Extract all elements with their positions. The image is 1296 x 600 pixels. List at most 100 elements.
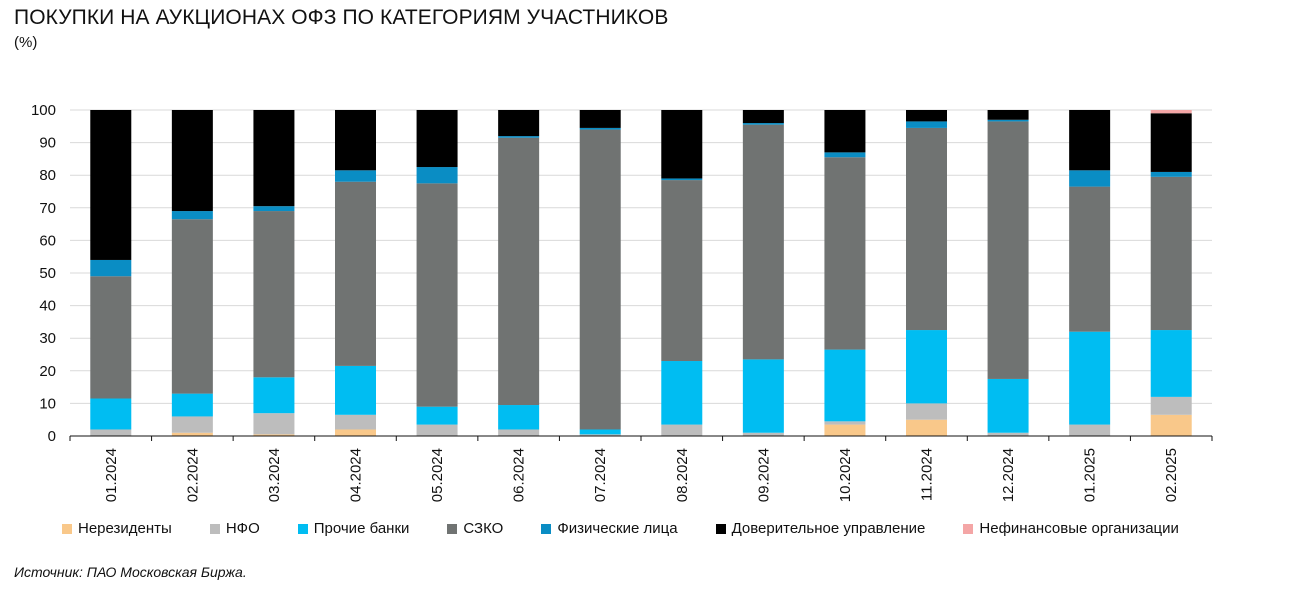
bar-segment	[1150, 110, 1192, 114]
legend-swatch	[209, 523, 220, 534]
bar-segment	[253, 413, 295, 435]
bar-segment	[742, 110, 784, 124]
bar-segment	[416, 167, 458, 184]
bar-segment	[824, 349, 866, 422]
bar-segment	[906, 419, 947, 436]
bar-segment	[90, 259, 132, 277]
bar-segment	[335, 181, 376, 366]
bar-segment	[498, 136, 540, 138]
legend-item: Прочие банки	[297, 520, 410, 537]
bar-segment	[906, 127, 947, 331]
bar-segment	[253, 434, 295, 436]
bar-segment	[661, 361, 703, 425]
bar-segment	[335, 429, 376, 436]
y-tick-label: 100	[31, 102, 56, 119]
bar-segment	[742, 124, 784, 360]
bar-segment	[90, 276, 132, 399]
bar-segment	[335, 414, 376, 430]
bar-segment	[171, 211, 213, 220]
bar-segment	[90, 110, 132, 260]
x-tick-label: 01.2024	[103, 448, 120, 502]
bar-segment	[1150, 113, 1192, 172]
bar-segment	[824, 424, 866, 436]
bar-segment	[171, 432, 213, 436]
x-tick-label: 01.2025	[1082, 448, 1099, 502]
bar-segment	[906, 110, 947, 122]
bar-segment	[335, 170, 376, 182]
x-tick-label: 10.2024	[837, 448, 854, 502]
y-tick-label: 50	[39, 265, 56, 282]
bar-segment	[579, 129, 621, 430]
bar-segment	[1069, 110, 1111, 171]
x-tick-label: 07.2024	[592, 448, 609, 502]
bar-segment	[742, 359, 784, 433]
bar-segment	[498, 429, 540, 436]
legend-swatch	[541, 523, 552, 534]
bar-segment	[824, 157, 866, 350]
legend-item: Нефинансовые организации	[963, 520, 1179, 537]
bar-segment	[579, 110, 621, 128]
x-tick-label: 11.2024	[919, 448, 936, 501]
legend-item: Доверительное управление	[715, 520, 925, 537]
bar-segment	[335, 365, 376, 415]
y-tick-label: 80	[39, 167, 56, 184]
bar-segment	[987, 119, 1029, 122]
bar-segment	[906, 403, 947, 420]
bar-segment	[416, 406, 458, 425]
bar-segment	[661, 178, 703, 181]
bar-segment	[90, 429, 132, 436]
y-tick-label: 90	[39, 135, 56, 152]
x-tick-label: 08.2024	[674, 448, 691, 502]
bar-segment	[498, 110, 540, 137]
legend-label: Прочие банки	[313, 520, 410, 537]
legend-swatch	[715, 523, 726, 534]
bar-segment	[171, 416, 213, 433]
chart-unit-label: (%)	[14, 34, 38, 51]
y-tick-label: 30	[39, 330, 56, 347]
x-tick-label: 09.2024	[755, 448, 772, 502]
bar-segment	[1069, 424, 1111, 436]
bar-segment	[498, 137, 540, 406]
bar-segment	[824, 110, 866, 153]
bar-segment	[253, 206, 295, 212]
bar-segment	[253, 110, 295, 207]
bar-segment	[906, 121, 947, 128]
legend-label: СЗКО	[463, 520, 504, 537]
bar-segment	[661, 180, 703, 362]
legend-label: Нефинансовые организации	[979, 520, 1179, 537]
bar-segment	[1069, 170, 1111, 187]
chart-legend: Нерезиденты НФО Прочие банки СЗКО Физические…	[62, 520, 1217, 537]
bar-segment	[90, 398, 132, 430]
bar-segment	[416, 110, 458, 168]
legend-swatch	[62, 523, 72, 534]
y-tick-label: 10	[39, 395, 56, 412]
bar-segment	[579, 434, 621, 436]
bar-segment	[579, 429, 621, 435]
bar-segment	[1150, 171, 1192, 177]
bar-segment	[987, 432, 1029, 436]
bar-segment	[661, 424, 703, 436]
y-tick-label: 0	[48, 428, 56, 445]
bar-segment	[742, 123, 784, 125]
legend-swatch	[297, 523, 308, 534]
bar-segment	[171, 110, 213, 212]
bar-segment	[824, 152, 866, 158]
bar-segment	[1150, 176, 1192, 331]
bar-segment	[1150, 396, 1192, 415]
x-tick-label: 02.2025	[1163, 448, 1180, 502]
bar-segment	[1150, 330, 1192, 397]
bar-segment	[824, 421, 866, 425]
y-tick-label: 20	[39, 363, 56, 380]
bar-segment	[416, 424, 458, 436]
bar-segment	[1150, 414, 1192, 436]
bar-segment	[171, 219, 213, 394]
bar-segment	[906, 330, 947, 404]
bar-segment	[579, 127, 621, 130]
legend-item: Физические лица	[541, 520, 678, 537]
x-tick-label: 03.2024	[266, 448, 283, 502]
legend-swatch	[447, 523, 458, 534]
bar-segment	[171, 393, 213, 417]
x-tick-label: 12.2024	[1000, 448, 1017, 502]
bar-segment	[987, 110, 1029, 120]
